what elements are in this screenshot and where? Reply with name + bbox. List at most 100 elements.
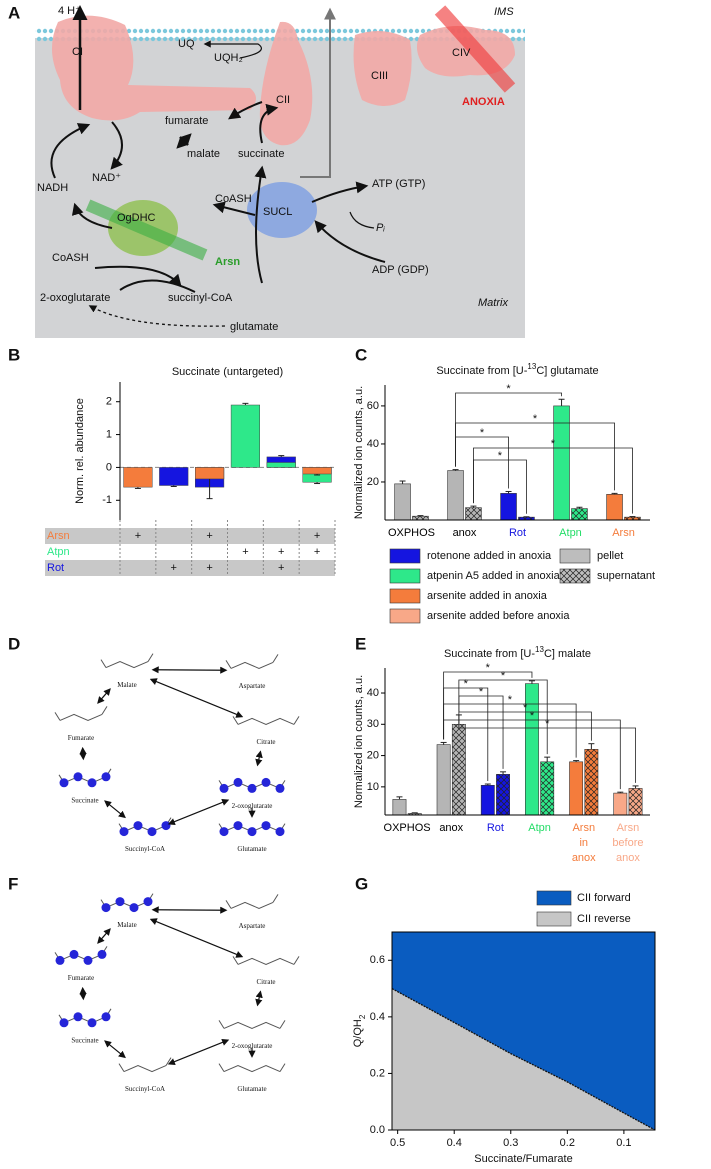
molecule-group — [293, 956, 300, 965]
label: OgDHC — [117, 212, 156, 224]
carbon-label — [143, 897, 153, 907]
bar — [613, 792, 628, 816]
bar — [230, 404, 260, 468]
y-tick-label: 0.2 — [370, 1067, 385, 1079]
reaction-arrow — [167, 1038, 230, 1066]
y-axis-label: Normalized ion counts, a.u. — [353, 386, 365, 519]
significance-label: * — [464, 678, 469, 690]
molecule-name: Glutamate — [237, 1085, 266, 1093]
bar — [123, 467, 153, 488]
legend-label: CII forward — [577, 892, 631, 904]
molecule-skeleton — [237, 717, 295, 725]
carbon-label — [261, 777, 271, 787]
significance-label: * — [530, 710, 535, 722]
significance-label: * — [508, 694, 513, 706]
chart-title-part: Succinate from [U- — [444, 648, 535, 660]
x-tick-label: anox — [439, 822, 463, 834]
x-tick-label: Rot — [509, 527, 526, 539]
carbon-label — [261, 821, 271, 831]
chart-title: Succinate from [U-13C] malate — [444, 645, 591, 660]
label: Arsn — [215, 256, 240, 268]
arrow — [88, 305, 226, 327]
arrow — [259, 103, 279, 144]
y-tick-label: 0.0 — [370, 1124, 385, 1136]
significance-label: * — [501, 670, 506, 682]
x-tick-label: anox — [572, 852, 596, 864]
molecule-skeleton — [105, 661, 149, 669]
bar — [436, 744, 451, 816]
label: NADH — [37, 182, 68, 194]
bar — [159, 467, 189, 486]
reaction-arrow — [255, 990, 263, 1007]
molecule-group — [218, 1063, 225, 1072]
legend-label: atpenin A5 added in anoxia — [427, 570, 561, 582]
chart-title-part: 13 — [527, 362, 536, 371]
carbon-label — [59, 1018, 69, 1028]
reaction-arrow — [255, 750, 263, 767]
bar — [266, 462, 296, 468]
molecule-group — [232, 956, 239, 965]
bar-hatch — [452, 724, 466, 815]
molecule-name: Citrate — [256, 978, 275, 986]
legend-swatch — [389, 588, 421, 604]
x-tick-label: Arsn — [572, 822, 595, 834]
label: fumarate — [165, 115, 208, 127]
carbon-label — [233, 777, 243, 787]
molecule-group — [165, 1057, 172, 1066]
molecule-skeleton — [59, 953, 103, 961]
legend-swatch — [536, 911, 572, 927]
bar — [195, 467, 225, 480]
bar-hatch — [540, 761, 554, 815]
label: ATP (GTP) — [372, 178, 425, 190]
molecule-skeleton — [123, 825, 167, 833]
label: CoASH — [52, 252, 89, 264]
x-tick-label: 0.4 — [447, 1137, 462, 1149]
molecule-group — [293, 716, 300, 725]
y-tick-label: 40 — [367, 687, 379, 699]
chart-title-part: C] glutamate — [536, 365, 598, 377]
chart-title-part: C] malate — [544, 648, 591, 660]
molecule-name: Citrate — [256, 738, 275, 746]
legend-label: pellet — [597, 550, 623, 562]
x-tick-label: Atpn — [559, 527, 582, 539]
bar-hatch — [571, 508, 588, 520]
bar-hatch — [624, 517, 641, 520]
label: 2-oxoglutarate — [40, 292, 110, 304]
table-mark: + — [278, 546, 284, 558]
label: succinate — [238, 148, 284, 160]
x-tick-label: anox — [616, 852, 640, 864]
molecule-group — [225, 660, 232, 669]
table-mark: + — [135, 530, 141, 542]
molecule-name: Aspartate — [239, 922, 266, 930]
molecule-name: 2-oxoglutarate — [232, 1042, 273, 1050]
molecule-skeleton — [237, 957, 295, 965]
molecule-name: Malate — [117, 681, 136, 689]
carbon-label — [161, 821, 171, 831]
arsn-bar — [85, 199, 208, 261]
arrows — [50, 5, 386, 327]
bar-hatch — [584, 749, 598, 815]
legend-label: supernatant — [597, 570, 655, 582]
y-axis-label-part: 2 — [358, 1014, 367, 1019]
molecule-name: Succinate — [71, 1036, 98, 1044]
y-tick-label: 0.4 — [370, 1011, 385, 1023]
label: Matrix — [478, 297, 508, 309]
legend-label: arsenite added in anoxia — [427, 590, 548, 602]
table-mark: + — [314, 530, 320, 542]
row-label: Atpn — [47, 546, 70, 558]
molecule-group — [54, 712, 61, 721]
panel-label: E — [355, 634, 366, 653]
legend-swatch — [389, 608, 421, 624]
carbon-label — [101, 1012, 111, 1022]
molecule-name: Fumarate — [68, 974, 94, 982]
complex-iii — [353, 31, 412, 106]
y-tick-label: 20 — [367, 476, 379, 488]
arrow — [110, 121, 123, 170]
x-tick-label: in — [579, 837, 588, 849]
label: UQ — [178, 38, 195, 50]
carbon-label — [59, 778, 69, 788]
reaction-arrow — [149, 678, 244, 718]
row-label: Arsn — [47, 530, 70, 542]
chart-title-part: Succinate from [U- — [436, 365, 527, 377]
